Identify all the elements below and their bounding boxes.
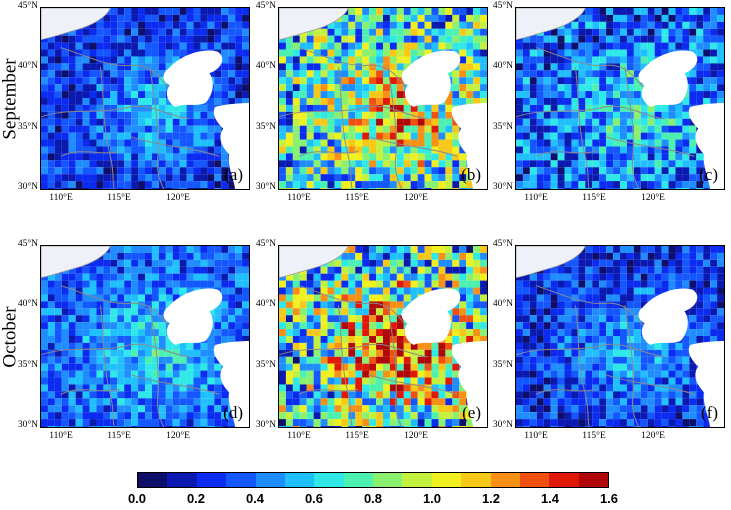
map-panel-1-2: (f) xyxy=(515,245,725,428)
lat-tick-label: 30°N xyxy=(255,182,276,192)
map-panel-0-2: (c) xyxy=(515,7,725,190)
colorbar-segment xyxy=(343,473,373,487)
lat-tick-label: 30°N xyxy=(17,420,38,430)
lon-tick-label: 110°E xyxy=(524,193,548,203)
colorbar-segment xyxy=(255,473,285,487)
lat-tick-label: 40°N xyxy=(492,61,513,71)
panel-letter: (e) xyxy=(462,403,481,422)
lat-tick-label: 45°N xyxy=(255,239,276,249)
lat-tick-label: 30°N xyxy=(492,182,513,192)
colorbar-segment xyxy=(402,473,432,487)
map-field xyxy=(516,8,724,189)
lat-tick-label: 40°N xyxy=(492,299,513,309)
colorbar-segment xyxy=(284,473,315,487)
lat-tick-label: 40°N xyxy=(255,61,276,71)
lon-tick-label: 115°E xyxy=(345,431,369,441)
map-field xyxy=(516,246,724,427)
lat-tick-label: 35°N xyxy=(17,360,38,370)
map-panel-1-1: (e) xyxy=(278,245,488,428)
lon-tick-label: 120°E xyxy=(641,431,665,441)
colorbar-tick-label: 1.6 xyxy=(599,491,619,506)
map-panel-0-0: (a) xyxy=(40,7,250,190)
lon-tick-label: 115°E xyxy=(582,193,606,203)
colorbar-segment xyxy=(138,473,168,487)
lon-tick-label: 110°E xyxy=(287,193,311,203)
lon-tick-label: 120°E xyxy=(641,193,665,203)
colorbar-tick-label: 0.0 xyxy=(127,491,147,506)
colorbar-segment xyxy=(549,473,579,487)
lat-tick-label: 30°N xyxy=(17,182,38,192)
lon-tick-label: 115°E xyxy=(345,193,369,203)
lon-tick-label: 120°E xyxy=(404,193,428,203)
lat-tick-label: 35°N xyxy=(255,360,276,370)
row-label-1: October xyxy=(0,305,21,368)
lon-tick-label: 120°E xyxy=(166,193,190,203)
colorbar-segment xyxy=(431,473,462,487)
lat-tick-label: 35°N xyxy=(255,122,276,132)
panel-letter: (f) xyxy=(701,403,718,422)
colorbar-segment xyxy=(578,473,608,487)
lon-tick-label: 115°E xyxy=(107,431,131,441)
lat-tick-label: 45°N xyxy=(17,239,38,249)
lon-tick-label: 110°E xyxy=(49,431,73,441)
map-field xyxy=(41,246,249,427)
lon-tick-label: 110°E xyxy=(49,193,73,203)
colorbar-segment xyxy=(314,473,344,487)
map-field xyxy=(41,8,249,189)
colorbar-segment xyxy=(519,473,550,487)
lat-tick-label: 30°N xyxy=(255,420,276,430)
map-field xyxy=(279,8,487,189)
colorbar-segment xyxy=(461,473,491,487)
panel-letter: (c) xyxy=(699,165,718,184)
lat-tick-label: 45°N xyxy=(492,1,513,11)
colorbar-tick-label: 1.0 xyxy=(422,491,442,506)
colorbar-tick-label: 1.4 xyxy=(540,491,560,506)
map-panel-1-0: (d) xyxy=(40,245,250,428)
colorbar-tick-label: 0.4 xyxy=(245,491,265,506)
lat-tick-label: 40°N xyxy=(17,299,38,309)
panel-letter: (a) xyxy=(224,165,243,184)
colorbar-tick-label: 0.8 xyxy=(363,491,383,506)
lon-tick-label: 115°E xyxy=(582,431,606,441)
lat-tick-label: 45°N xyxy=(492,239,513,249)
map-panel-0-1: (b) xyxy=(278,7,488,190)
colorbar-segment xyxy=(490,473,520,487)
colorbar-segment xyxy=(167,473,197,487)
lat-tick-label: 45°N xyxy=(17,1,38,11)
lon-tick-label: 120°E xyxy=(404,431,428,441)
lat-tick-label: 40°N xyxy=(17,61,38,71)
colorbar-segment xyxy=(226,473,256,487)
lat-tick-label: 45°N xyxy=(255,1,276,11)
lon-tick-label: 110°E xyxy=(287,431,311,441)
lon-tick-label: 110°E xyxy=(524,431,548,441)
lat-tick-label: 30°N xyxy=(492,420,513,430)
panel-letter: (b) xyxy=(461,165,481,184)
lon-tick-label: 115°E xyxy=(107,193,131,203)
colorbar xyxy=(137,472,609,488)
colorbar-tick-label: 0.2 xyxy=(186,491,206,506)
colorbar-segment xyxy=(373,473,403,487)
lat-tick-label: 35°N xyxy=(492,360,513,370)
lat-tick-label: 35°N xyxy=(492,122,513,132)
colorbar-tick-label: 0.6 xyxy=(304,491,324,506)
map-field xyxy=(279,246,487,427)
panel-letter: (d) xyxy=(223,403,243,422)
lat-tick-label: 35°N xyxy=(17,122,38,132)
lon-tick-label: 120°E xyxy=(166,431,190,441)
colorbar-tick-label: 1.2 xyxy=(481,491,501,506)
lat-tick-label: 40°N xyxy=(255,299,276,309)
colorbar-segment xyxy=(196,473,227,487)
